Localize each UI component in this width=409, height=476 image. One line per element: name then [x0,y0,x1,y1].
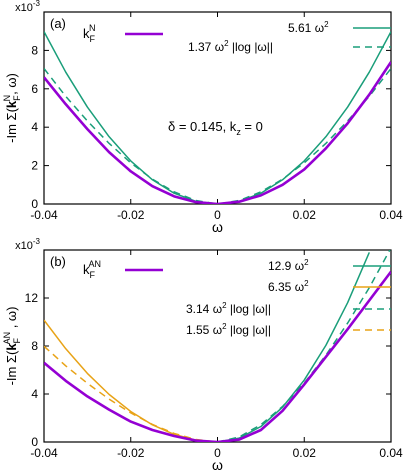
panel-label: (b) [50,254,66,269]
y-multiplier: x10-3 [15,0,40,14]
x-tick-label: -0.04 [30,208,58,222]
y-tick-label: 12 [25,291,39,305]
y-tick-label: 8 [31,43,38,57]
x-tick-label: 0.04 [379,446,403,460]
legend-label-2: 6.35 ω2 [268,279,309,294]
x-tick-label: -0.02 [117,446,145,460]
series-line-4 [44,345,218,442]
y-multiplier: x10-3 [15,237,40,252]
y-tick-label: 0 [31,197,38,211]
legend-label-3: 3.14 ω2 |log |ω|| [186,301,271,316]
plot-frame [43,249,392,443]
legend-label-0: kFAN [83,259,101,280]
series-line-0 [44,270,391,442]
y-tick-label: 0 [31,435,38,449]
series-line-1 [217,252,370,442]
x-tick-label: 0 [214,208,221,222]
y-tick-label: 4 [31,120,38,134]
x-tick-label: -0.04 [30,446,58,460]
y-tick-label: 4 [31,387,38,401]
series-line-2 [44,68,391,204]
x-tick-label: 0.04 [379,208,403,222]
chart-panel-0: -0.04 -0.02 0 0.02 0.04 0 2 4 6 8 x10-3 ω -Im Σ(kFN,… [2,0,403,235]
annotation: δ = 0.145, kz = 0 [168,119,263,137]
legend-label-0: kFN [83,23,96,44]
panel-label: (a) [50,16,66,31]
x-tick-label: 0.02 [293,208,317,222]
legend-label-1: 12.9 ω2 [268,258,309,273]
x-tick-label: 0 [214,446,221,460]
y-tick-label: 2 [31,159,38,173]
y-tick-label: 8 [31,339,38,353]
legend-label-4: 1.55 ω2 |log |ω|| [186,322,271,337]
chart-panel-1: -0.04 -0.02 0 0.02 0.04 0 4 8 12 x10-3 ω -Im Σ(kFAN… [2,237,403,473]
legend-label-2: 1.37 ω2 |log |ω|| [188,39,273,54]
series-line-0 [44,61,391,204]
y-tick-label: 6 [31,82,38,96]
y-axis-label: -Im Σ(kFAN , ω) [2,307,22,386]
x-axis-label: ω [212,219,223,235]
x-tick-label: 0.02 [293,446,317,460]
series-line-1 [44,31,391,204]
series-line-2 [44,319,218,442]
y-axis-label: -Im Σ(kFN, ω) [2,73,22,143]
legend-label-1: 5.61 ω2 [288,20,329,35]
series-line-3 [217,250,391,442]
x-axis-label: ω [212,457,223,473]
x-tick-label: -0.02 [117,208,145,222]
